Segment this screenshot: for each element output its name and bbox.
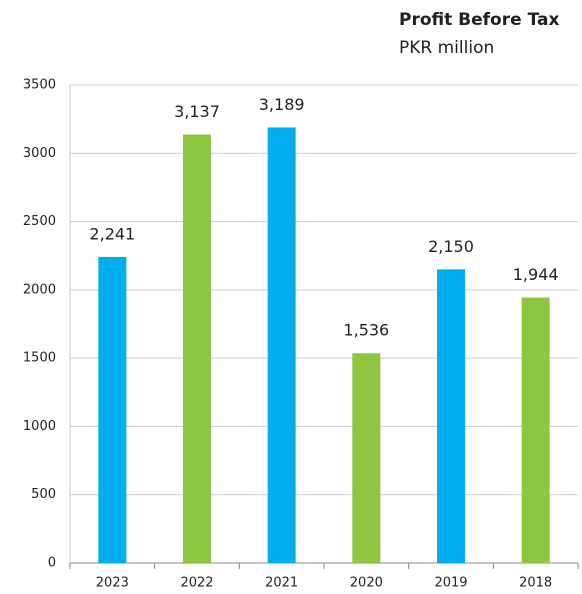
- value-label: 1,536: [343, 321, 389, 340]
- y-tick-label: 2500: [23, 214, 56, 229]
- x-tick-label: 2022: [180, 576, 213, 591]
- y-tick-label: 0: [48, 556, 56, 571]
- y-tick-label: 3000: [23, 146, 56, 161]
- value-label: 3,137: [174, 102, 220, 121]
- bar: [521, 297, 550, 563]
- y-tick-label: 3500: [23, 78, 56, 93]
- value-label: 1,944: [513, 265, 559, 284]
- value-label: 2,241: [89, 224, 135, 243]
- bar: [183, 134, 211, 563]
- bar: [98, 256, 127, 563]
- bar: [352, 353, 381, 563]
- y-tick-label: 500: [31, 487, 56, 502]
- bar: [267, 127, 296, 563]
- value-label: 3,189: [259, 95, 305, 114]
- chart-subtitle: PKR million: [399, 38, 494, 58]
- x-tick-label: 2023: [96, 576, 129, 591]
- x-tick-label: 2019: [434, 576, 467, 591]
- y-tick-label: 2000: [23, 282, 56, 297]
- x-tick-label: 2018: [519, 576, 552, 591]
- value-label: 2,150: [428, 237, 474, 256]
- bar: [437, 269, 465, 563]
- x-tick-label: 2020: [350, 576, 383, 591]
- y-tick-label: 1500: [23, 351, 56, 366]
- y-tick-label: 1000: [23, 419, 56, 434]
- chart-title: Profit Before Tax: [399, 10, 559, 30]
- x-tick-label: 2021: [265, 576, 298, 591]
